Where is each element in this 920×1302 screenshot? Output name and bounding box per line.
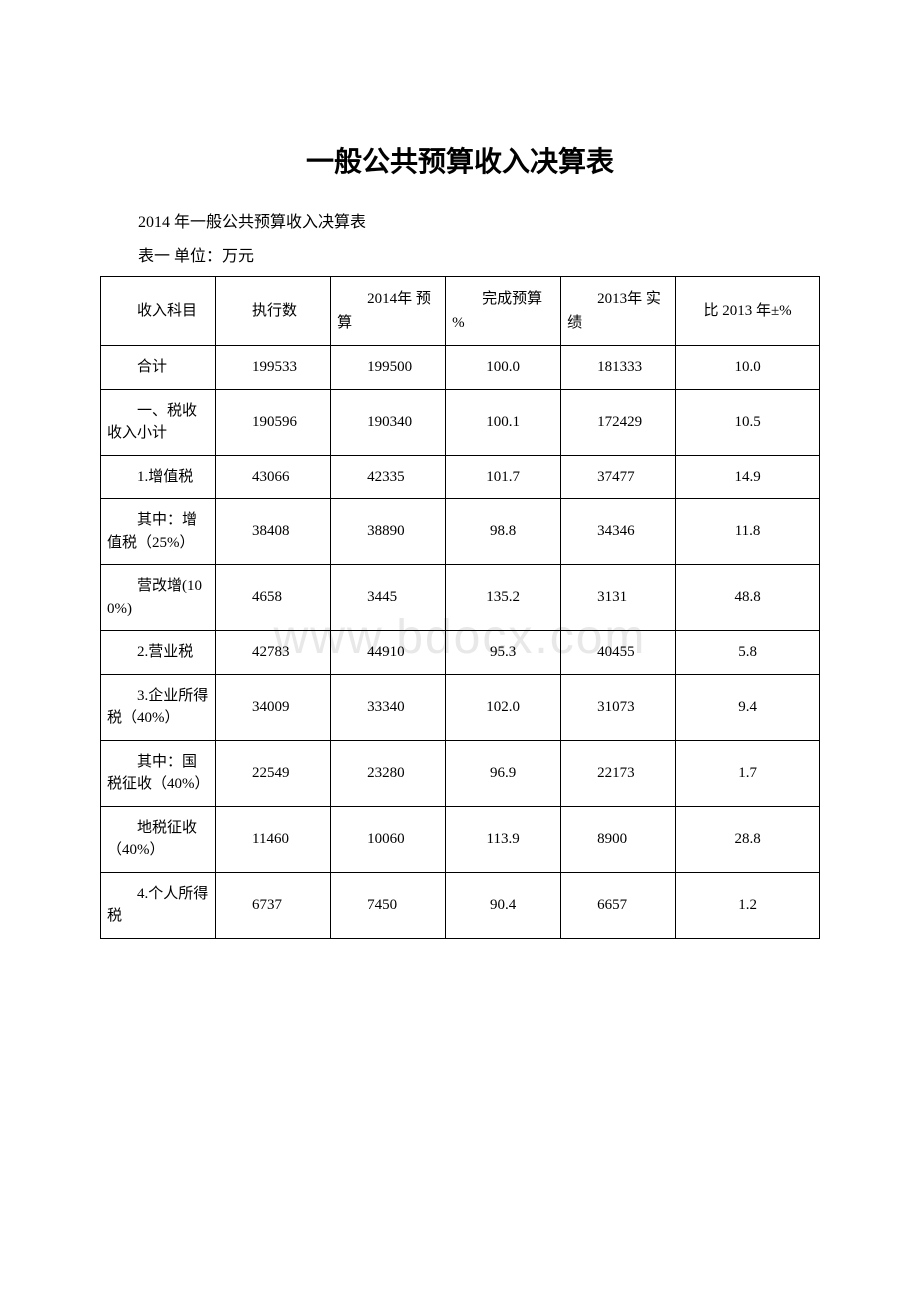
budget-table: 收入科目 执行数 2014年 预算 完成预算 % 2013年 实绩 比 2013… bbox=[100, 276, 820, 939]
cell-exec: 6737 bbox=[216, 872, 331, 938]
cell-budget: 44910 bbox=[331, 631, 446, 675]
cell-pct: 102.0 bbox=[446, 674, 561, 740]
cell-yoy: 1.7 bbox=[676, 740, 820, 806]
table-header-row: 收入科目 执行数 2014年 预算 完成预算 % 2013年 实绩 比 2013… bbox=[101, 277, 820, 346]
cell-pct: 135.2 bbox=[446, 565, 561, 631]
cell-exec: 11460 bbox=[216, 806, 331, 872]
cell-exec: 190596 bbox=[216, 389, 331, 455]
col-header-item: 收入科目 bbox=[101, 277, 216, 346]
cell-item: 其中：增值税（25%） bbox=[101, 499, 216, 565]
cell-actual: 22173 bbox=[561, 740, 676, 806]
cell-item: 营改增(100%) bbox=[101, 565, 216, 631]
cell-pct: 96.9 bbox=[446, 740, 561, 806]
cell-item: 1.增值税 bbox=[101, 455, 216, 499]
table-row: 其中：增值税（25%）384083889098.83434611.8 bbox=[101, 499, 820, 565]
cell-budget: 3445 bbox=[331, 565, 446, 631]
cell-exec: 199533 bbox=[216, 346, 331, 390]
cell-exec: 22549 bbox=[216, 740, 331, 806]
table-row: 营改增(100%)46583445135.2313148.8 bbox=[101, 565, 820, 631]
cell-budget: 7450 bbox=[331, 872, 446, 938]
cell-yoy: 14.9 bbox=[676, 455, 820, 499]
table-row: 地税征收（40%）1146010060113.9890028.8 bbox=[101, 806, 820, 872]
cell-yoy: 5.8 bbox=[676, 631, 820, 675]
cell-yoy: 48.8 bbox=[676, 565, 820, 631]
cell-pct: 100.1 bbox=[446, 389, 561, 455]
cell-yoy: 28.8 bbox=[676, 806, 820, 872]
cell-actual: 3131 bbox=[561, 565, 676, 631]
cell-pct: 98.8 bbox=[446, 499, 561, 565]
unit-line: 表一 单位：万元 bbox=[138, 242, 820, 266]
col-header-actual: 2013年 实绩 bbox=[561, 277, 676, 346]
table-row: 4.个人所得税6737745090.466571.2 bbox=[101, 872, 820, 938]
cell-pct: 100.0 bbox=[446, 346, 561, 390]
cell-item: 合计 bbox=[101, 346, 216, 390]
cell-pct: 90.4 bbox=[446, 872, 561, 938]
cell-budget: 199500 bbox=[331, 346, 446, 390]
cell-yoy: 1.2 bbox=[676, 872, 820, 938]
cell-yoy: 9.4 bbox=[676, 674, 820, 740]
cell-actual: 31073 bbox=[561, 674, 676, 740]
cell-budget: 33340 bbox=[331, 674, 446, 740]
cell-exec: 43066 bbox=[216, 455, 331, 499]
cell-actual: 34346 bbox=[561, 499, 676, 565]
cell-budget: 38890 bbox=[331, 499, 446, 565]
cell-actual: 37477 bbox=[561, 455, 676, 499]
cell-actual: 181333 bbox=[561, 346, 676, 390]
table-row: 合计199533199500100.018133310.0 bbox=[101, 346, 820, 390]
cell-exec: 34009 bbox=[216, 674, 331, 740]
col-header-pct: 完成预算 % bbox=[446, 277, 561, 346]
col-header-yoy: 比 2013 年±% bbox=[676, 277, 820, 346]
col-header-exec: 执行数 bbox=[216, 277, 331, 346]
cell-yoy: 11.8 bbox=[676, 499, 820, 565]
cell-item: 其中：国税征收（40%） bbox=[101, 740, 216, 806]
cell-yoy: 10.0 bbox=[676, 346, 820, 390]
cell-pct: 95.3 bbox=[446, 631, 561, 675]
subtitle: 2014 年一般公共预算收入决算表 bbox=[138, 208, 820, 232]
cell-budget: 42335 bbox=[331, 455, 446, 499]
cell-actual: 172429 bbox=[561, 389, 676, 455]
cell-item: 3.企业所得税（40%） bbox=[101, 674, 216, 740]
cell-item: 地税征收（40%） bbox=[101, 806, 216, 872]
cell-exec: 4658 bbox=[216, 565, 331, 631]
table-row: 1.增值税4306642335101.73747714.9 bbox=[101, 455, 820, 499]
cell-yoy: 10.5 bbox=[676, 389, 820, 455]
cell-actual: 40455 bbox=[561, 631, 676, 675]
cell-pct: 113.9 bbox=[446, 806, 561, 872]
cell-pct: 101.7 bbox=[446, 455, 561, 499]
table-row: 3.企业所得税（40%）3400933340102.0310739.4 bbox=[101, 674, 820, 740]
col-header-budget: 2014年 预算 bbox=[331, 277, 446, 346]
cell-budget: 23280 bbox=[331, 740, 446, 806]
table-row: 2.营业税427834491095.3404555.8 bbox=[101, 631, 820, 675]
page-title: 一般公共预算收入决算表 bbox=[100, 140, 820, 180]
cell-budget: 10060 bbox=[331, 806, 446, 872]
cell-item: 2.营业税 bbox=[101, 631, 216, 675]
cell-actual: 8900 bbox=[561, 806, 676, 872]
cell-exec: 42783 bbox=[216, 631, 331, 675]
cell-exec: 38408 bbox=[216, 499, 331, 565]
cell-budget: 190340 bbox=[331, 389, 446, 455]
cell-actual: 6657 bbox=[561, 872, 676, 938]
cell-item: 4.个人所得税 bbox=[101, 872, 216, 938]
cell-item: 一、税收收入小计 bbox=[101, 389, 216, 455]
table-row: 一、税收收入小计190596190340100.117242910.5 bbox=[101, 389, 820, 455]
table-row: 其中：国税征收（40%）225492328096.9221731.7 bbox=[101, 740, 820, 806]
